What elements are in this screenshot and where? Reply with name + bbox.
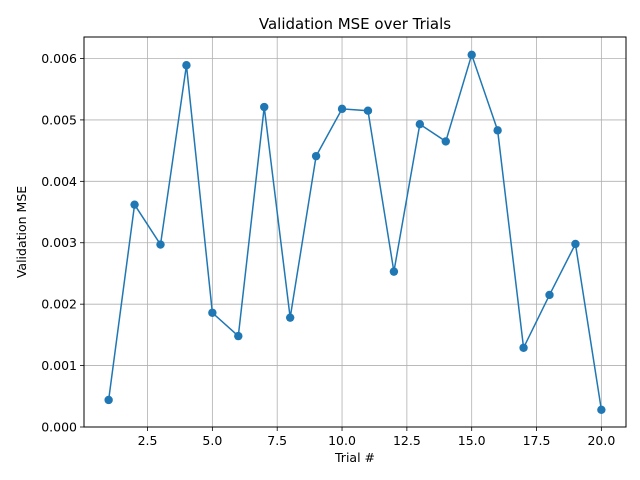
- y-tick-label: 0.006: [41, 51, 77, 66]
- plot-frame: [83, 36, 627, 428]
- data-point: [130, 200, 139, 209]
- data-point: [311, 151, 321, 161]
- series-validation-mse: [104, 50, 606, 415]
- data-point: [571, 239, 580, 249]
- x-tick-label: 7.5: [267, 433, 287, 448]
- data-point: [234, 331, 243, 341]
- x-axis-label: Trial #: [334, 450, 375, 465]
- y-tick-label: 0.005: [41, 112, 77, 127]
- y-tick-label: 0.002: [41, 297, 77, 312]
- data-point: [597, 405, 606, 415]
- y-ticks: 0.000 0.001 0.002 0.003 0.004 0.005 0.006: [41, 51, 84, 435]
- data-point: [208, 308, 217, 317]
- series-line: [107, 52, 603, 410]
- data-point: [337, 104, 347, 114]
- x-tick-label: 12.5: [393, 433, 421, 448]
- x-tick-label: 15.0: [458, 433, 486, 448]
- y-axis-label: Validation MSE: [14, 186, 29, 278]
- data-point: [363, 106, 373, 115]
- y-tick-label: 0.004: [41, 174, 77, 189]
- x-tick-label: 20.0: [587, 433, 615, 448]
- data-point: [519, 343, 528, 352]
- grid-lines: [84, 37, 626, 428]
- x-tick-label: 17.5: [523, 433, 551, 448]
- x-tick-label: 10.0: [328, 433, 356, 448]
- chart-title: Validation MSE over Trials: [259, 15, 451, 33]
- x-tick-label: 5.0: [202, 433, 222, 448]
- y-tick-label: 0.000: [41, 420, 77, 435]
- data-point: [441, 137, 450, 146]
- x-ticks: 2.5 5.0 7.5 10.0 12.5 15.0 17.5 20.0: [138, 427, 615, 448]
- y-tick-label: 0.003: [41, 235, 77, 250]
- y-tick-label: 0.001: [41, 358, 77, 373]
- data-point: [545, 290, 554, 300]
- data-point: [415, 120, 425, 129]
- data-point: [260, 102, 269, 112]
- data-point: [104, 395, 113, 405]
- data-point: [467, 50, 476, 60]
- data-point: [493, 126, 502, 135]
- x-tick-label: 2.5: [138, 433, 158, 448]
- data-point: [156, 240, 165, 249]
- data-point: [182, 61, 191, 70]
- data-point: [285, 313, 295, 322]
- data-point: [389, 267, 399, 276]
